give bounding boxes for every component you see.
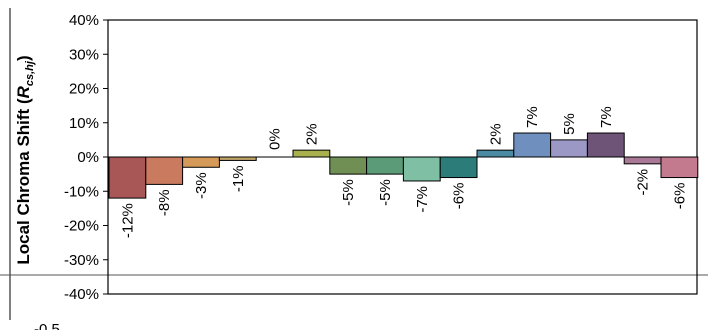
data-label: -7% xyxy=(414,186,431,213)
y-tick-label: -30% xyxy=(64,252,99,269)
data-label: -3% xyxy=(193,172,210,199)
data-label: -2% xyxy=(635,169,652,196)
data-label: -6% xyxy=(671,183,688,210)
bar xyxy=(660,156,699,179)
data-labels: -12% -8% -3% -1% 0% 2% -5% -5% -7% -6% 2% 7% 5% 7% -2%… xyxy=(119,106,688,238)
y-tick-label: 30% xyxy=(69,46,99,63)
bar xyxy=(623,156,662,165)
y-tick-label: -40% xyxy=(64,286,99,303)
data-label: -5% xyxy=(377,179,394,206)
bar xyxy=(218,156,257,161)
y-axis-label: Local Chroma Shift (Rcs,hj) xyxy=(14,55,36,264)
y-tick-label: -10% xyxy=(64,183,99,200)
y-tick-label: 20% xyxy=(69,81,99,98)
data-label: -8% xyxy=(156,189,173,216)
bar xyxy=(182,156,220,168)
data-label: 7% xyxy=(598,106,615,128)
y-tick-label: 10% xyxy=(69,115,99,132)
bar xyxy=(402,156,441,182)
bar xyxy=(439,156,478,179)
data-label: -12% xyxy=(119,203,136,238)
bars xyxy=(108,132,699,199)
y-tick-label: -20% xyxy=(64,218,99,235)
y-tick-label: 40% xyxy=(69,12,99,29)
y-tick-label: 0% xyxy=(77,149,99,166)
bar xyxy=(366,156,404,175)
y-axis-label-close: ) xyxy=(14,55,33,61)
bar xyxy=(292,149,331,158)
bar xyxy=(476,149,515,158)
data-label: 0% xyxy=(267,128,284,150)
bar xyxy=(550,139,588,158)
data-label: -6% xyxy=(451,183,468,210)
cut-off-text: -0.5 xyxy=(34,321,60,330)
data-label: 5% xyxy=(561,113,578,135)
bar xyxy=(329,156,368,175)
y-axis: -40% -30% -20% -10% 0% 10% 20% 30% 40% xyxy=(64,12,108,303)
y-axis-label-var: R xyxy=(14,85,33,98)
data-label: 2% xyxy=(487,123,504,145)
data-label: 2% xyxy=(303,123,320,145)
bar xyxy=(586,132,625,158)
bar xyxy=(108,156,147,199)
data-label: 7% xyxy=(524,106,541,128)
data-label: -1% xyxy=(230,165,247,192)
data-label: -5% xyxy=(340,179,357,206)
y-axis-label-main: Local Chroma Shift ( xyxy=(14,98,33,265)
y-axis-label-sub: cs,hj xyxy=(24,60,36,86)
bar xyxy=(145,156,184,185)
bar xyxy=(513,132,552,158)
